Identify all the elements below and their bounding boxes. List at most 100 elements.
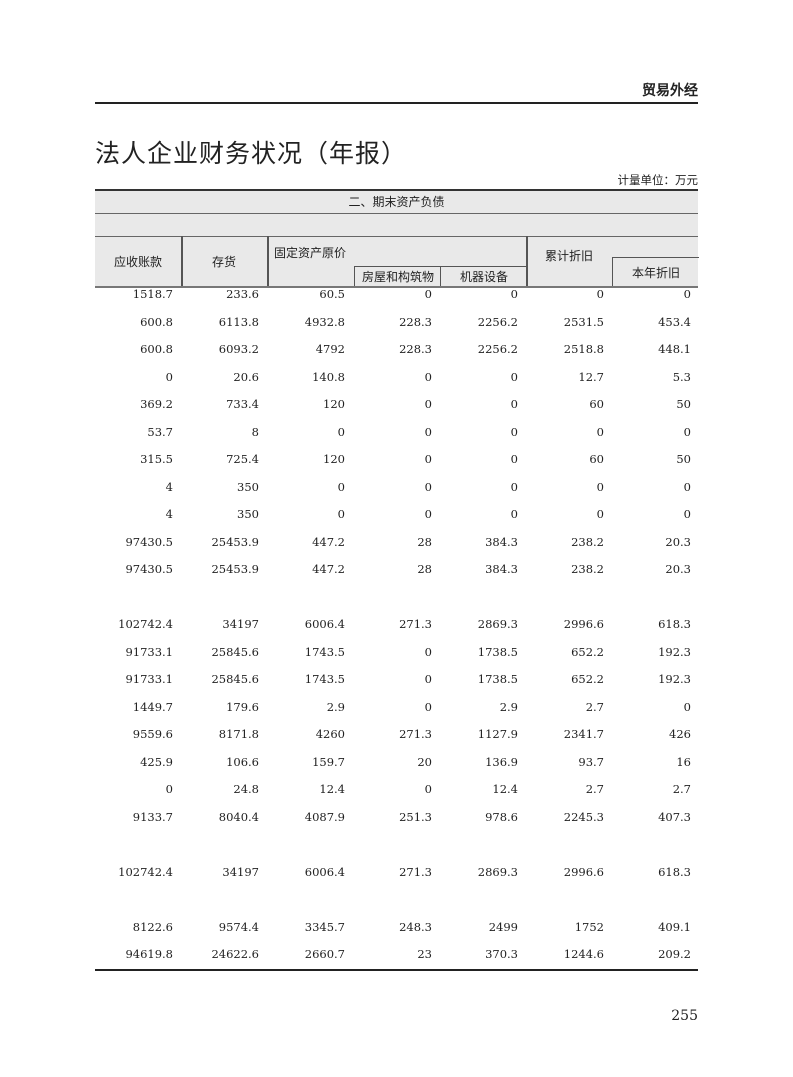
table-cell: 652.2: [571, 672, 604, 686]
table-cell: 2996.6: [563, 617, 604, 631]
table-row: 102742.4 34197 6006.4 271.3 2869.3 2996.6 618.…: [95, 611, 698, 639]
table-cell: 53.7: [147, 424, 173, 439]
table-cell: 0: [683, 507, 691, 521]
table-cell: 369.2: [140, 397, 173, 411]
table-cell: 28: [417, 562, 432, 576]
table-cell: 0: [337, 479, 345, 494]
table-cell: 1738.5: [477, 644, 518, 659]
table-cell: 0: [510, 479, 518, 494]
col-header-machinery: 机器设备: [440, 266, 527, 286]
table-cell: 23: [417, 947, 432, 961]
col-header-year-depreciation: 本年折旧: [612, 257, 699, 286]
table-cell: 24622.6: [211, 947, 259, 961]
table-cell: 453.4: [658, 314, 691, 329]
table-cell: 425.9: [140, 754, 173, 769]
table-cell: 2996.6: [563, 864, 604, 879]
table-cell: 4087.9: [304, 809, 345, 824]
page-title: 法人企业财务状况（年报）: [95, 139, 408, 168]
table-cell: 0: [510, 287, 518, 301]
table-cell: 0: [510, 507, 518, 521]
header-rule: [95, 102, 698, 104]
divider: [526, 236, 528, 286]
table-cell: 238.2: [571, 562, 604, 576]
table-cell: 0: [596, 424, 604, 439]
table-cell: 9574.4: [218, 919, 259, 934]
table-cell: 140.8: [312, 369, 345, 384]
table-cell: 5.3: [672, 369, 691, 384]
table-cell: 370.3: [485, 947, 518, 961]
table-cell: 618.3: [658, 864, 691, 879]
table-row: 1518.7 233.6 60.5 0 0 0 0: [95, 281, 698, 309]
table-cell: 2341.7: [563, 727, 604, 741]
table-cell: 20.3: [665, 562, 691, 576]
table-cell: 2531.5: [563, 314, 604, 329]
table-cell: 447.2: [312, 562, 345, 576]
table-cell: 426: [669, 727, 691, 741]
table-cell: 4260: [315, 727, 345, 741]
table-cell: 0: [596, 287, 604, 301]
table-cell: 60: [589, 397, 604, 411]
table-cell: 1743.5: [304, 672, 345, 686]
table-row: 425.9 106.6 159.7 20 136.9 93.7 16: [95, 749, 698, 777]
table-row: 315.5 725.4 120 0 0 60 50: [95, 446, 698, 474]
col-header-buildings: 房屋和构筑物: [354, 266, 441, 286]
table-cell: 0: [424, 699, 432, 714]
table-cell: 0: [424, 644, 432, 659]
table-cell: 725.4: [226, 452, 259, 466]
table-cell: 0: [683, 479, 691, 494]
table-cell: 238.2: [571, 534, 604, 549]
blank-header-row: [95, 213, 698, 237]
table-cell: 0: [165, 369, 173, 384]
table-cell: 94619.8: [125, 947, 173, 961]
table-row: 1449.7 179.6 2.9 0 2.9 2.7 0: [95, 694, 698, 722]
table-cell: 600.8: [140, 342, 173, 356]
table-cell: 9559.6: [132, 727, 173, 741]
divider: [181, 236, 183, 286]
table-cell: 34197: [222, 617, 259, 631]
table-cell: 733.4: [226, 397, 259, 411]
table-row: 600.8 6093.2 4792 228.3 2256.2 2518.8 448.1: [95, 336, 698, 364]
table-cell: 0: [510, 397, 518, 411]
table-cell: 25845.6: [211, 644, 259, 659]
table-cell: 228.3: [399, 314, 432, 329]
table-cell: 2869.3: [477, 864, 518, 879]
table-cell: 0: [683, 424, 691, 439]
table-cell: 2256.2: [477, 314, 518, 329]
table-cell: 28: [417, 534, 432, 549]
table-row: 8122.6 9574.4 3345.7 248.3 2499 1752 409.1: [95, 914, 698, 942]
table-cell: 93.7: [578, 754, 604, 769]
table-cell: 20.6: [233, 369, 259, 384]
table-cell: 3345.7: [304, 919, 345, 934]
table-cell: 25845.6: [211, 672, 259, 686]
table-cell: 4: [165, 479, 173, 494]
table-cell: 0: [683, 287, 691, 301]
table-cell: 447.2: [312, 534, 345, 549]
table-cell: 8: [251, 424, 259, 439]
table-cell: 91733.1: [125, 672, 173, 686]
table-cell: 91733.1: [125, 644, 173, 659]
table-cell: 384.3: [485, 534, 518, 549]
table-cell: 24.8: [233, 782, 259, 796]
table-cell: 0: [510, 424, 518, 439]
col-header-fixed-assets: 固定资产原价: [273, 245, 346, 260]
table-row: [95, 886, 698, 914]
table-cell: 6113.8: [218, 314, 259, 329]
table-cell: 2.9: [326, 699, 345, 714]
table-cell: 12.7: [578, 369, 604, 384]
table-cell: 4: [165, 507, 173, 521]
table-row: 97430.5 25453.9 447.2 28 384.3 238.2 20.3: [95, 556, 698, 584]
table-cell: 1127.9: [477, 727, 518, 741]
table-cell: 0: [424, 507, 432, 521]
table-row: 4 350 0 0 0 0 0: [95, 501, 698, 529]
table-cell: 0: [510, 452, 518, 466]
table-row: 600.8 6113.8 4932.8 228.3 2256.2 2531.5 453.4: [95, 309, 698, 337]
table-row: 369.2 733.4 120 0 0 60 50: [95, 391, 698, 419]
table-cell: 0: [424, 397, 432, 411]
table-cell: 448.1: [658, 342, 691, 356]
table-cell: 2499: [488, 919, 518, 934]
table-cell: 1244.6: [563, 947, 604, 961]
table-cell: 8171.8: [218, 727, 259, 741]
table-cell: 6006.4: [304, 864, 345, 879]
table-cell: 1752: [574, 919, 604, 934]
table-cell: 0: [424, 452, 432, 466]
